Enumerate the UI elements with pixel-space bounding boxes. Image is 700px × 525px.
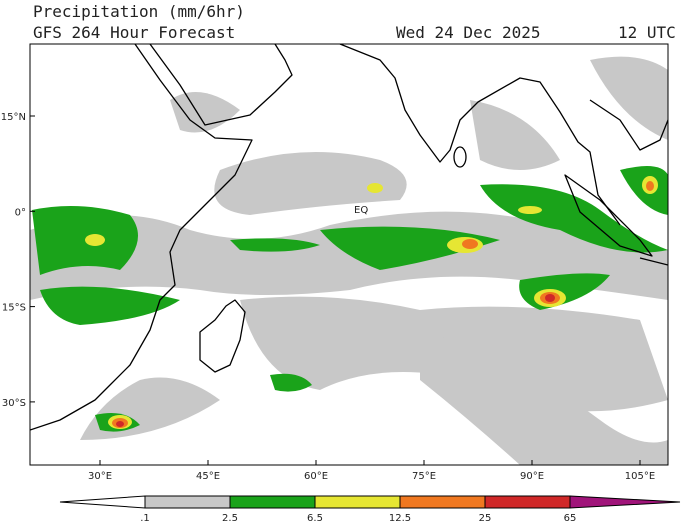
lon-label: 60°E	[304, 471, 328, 482]
lon-label: 75°E	[412, 471, 436, 482]
colorbar-label: 2.5	[222, 513, 238, 524]
colorbar-label: 6.5	[307, 513, 323, 524]
precip-light	[30, 56, 668, 465]
lon-label: 30°E	[88, 471, 112, 482]
colorbar-label: 25	[479, 513, 492, 524]
time: 12 UTC	[618, 23, 676, 42]
precip-extreme	[116, 294, 555, 427]
title: Precipitation (mm/6hr)	[33, 2, 245, 21]
subtitle: GFS 264 Hour Forecast	[33, 23, 235, 42]
date: Wed 24 Dec 2025	[396, 23, 541, 42]
colorbar	[59, 495, 681, 509]
lat-label: 0°	[15, 207, 26, 218]
map-frame	[29, 43, 669, 466]
coastlines	[30, 44, 668, 431]
colorbar-label: .1	[140, 513, 150, 524]
map	[30, 44, 668, 465]
lon-label: 90°E	[520, 471, 544, 482]
colorbar-label: 12.5	[389, 513, 411, 524]
lon-label: 45°E	[196, 471, 220, 482]
equator-label: EQ	[354, 205, 368, 216]
lon-axis: 30°E 45°E 60°E 75°E 90°E 105°E	[88, 460, 655, 482]
colorbar-label: 65	[564, 513, 577, 524]
colorbar-labels: .1 2.5 6.5 12.5 25 65	[140, 513, 576, 524]
lat-axis: 15°N 0° 15°S 30°S	[1, 112, 35, 409]
lat-label: 30°S	[2, 398, 26, 409]
lat-label: 15°N	[1, 112, 26, 123]
lon-label: 105°E	[625, 471, 655, 482]
lat-label: 15°S	[2, 303, 26, 314]
